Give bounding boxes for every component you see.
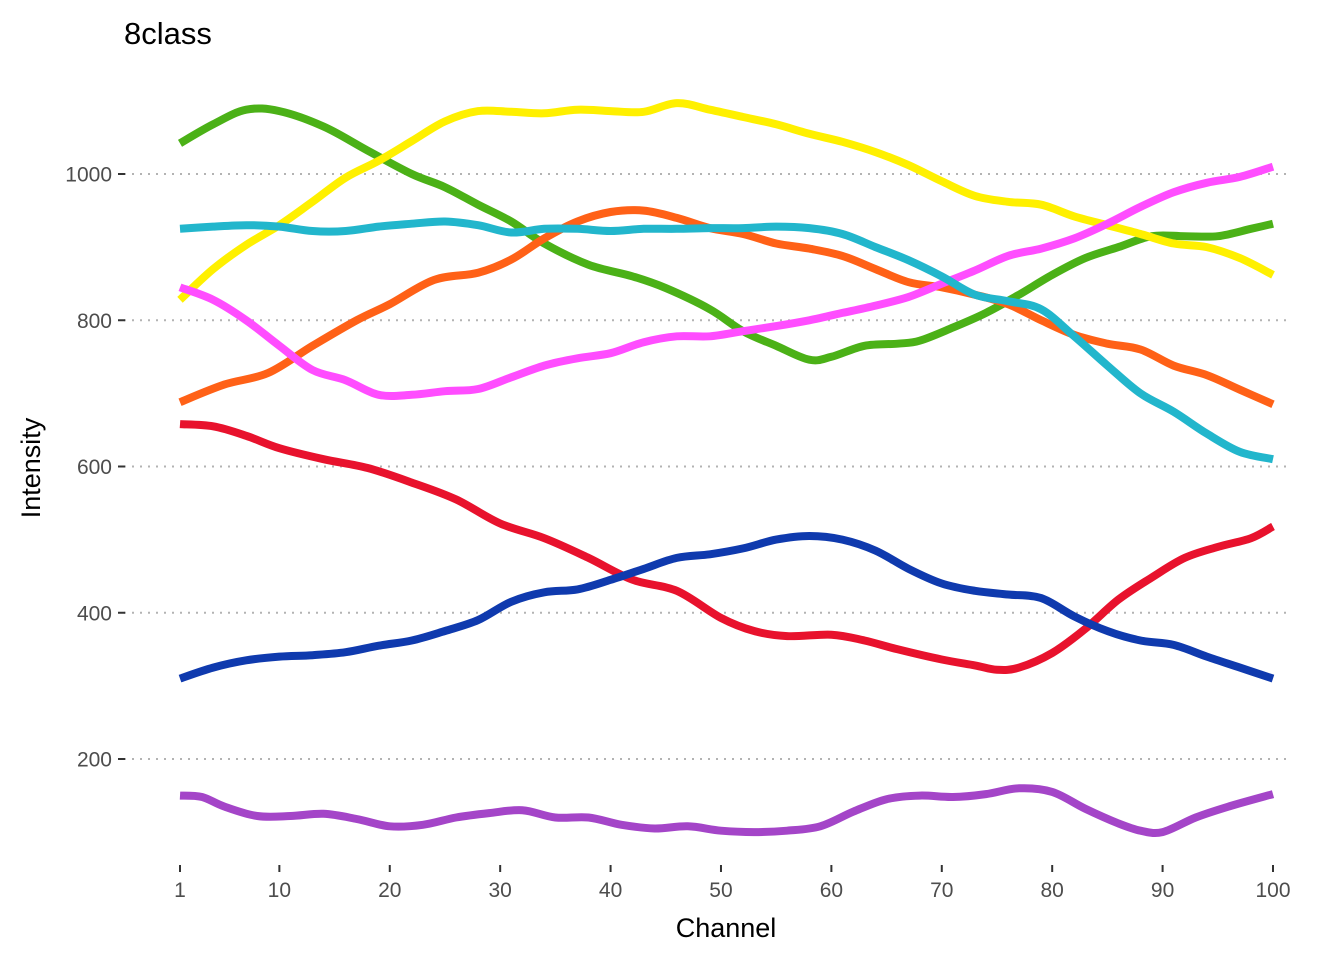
x-tick-label-5: 50 — [709, 879, 732, 902]
chart-title: 8class — [124, 16, 212, 51]
x-tick-label-1: 10 — [268, 879, 291, 902]
series-line-6 — [179, 420, 1275, 675]
x-tick-label-6: 60 — [820, 879, 843, 902]
series-line-8 — [179, 784, 1275, 838]
y-axis-label: Intensity — [16, 417, 46, 518]
x-tick-label-9: 90 — [1151, 879, 1174, 902]
y-tick-label-2: 600 — [77, 456, 112, 479]
gridlines — [124, 173, 1290, 760]
x-tick-label-0: 1 — [174, 879, 186, 902]
y-tick-label-1: 400 — [77, 602, 112, 625]
y-tick-label-4: 1000 — [65, 164, 112, 187]
y-tick-label-0: 200 — [77, 749, 112, 772]
x-tick-label-4: 40 — [599, 879, 622, 902]
x-axis-ticks: 1 10 20 30 40 50 60 70 80 90 100 — [174, 865, 1291, 902]
series-lines — [177, 99, 1275, 838]
series-line-2 — [177, 99, 1275, 303]
series-line-5 — [179, 217, 1274, 464]
series-line-7 — [178, 532, 1275, 683]
x-tick-label-7: 70 — [930, 879, 953, 902]
x-tick-label-8: 80 — [1041, 879, 1064, 902]
series-line-3 — [178, 206, 1275, 408]
y-tick-label-3: 800 — [77, 310, 112, 333]
x-tick-label-10: 100 — [1255, 879, 1290, 902]
x-tick-label-2: 20 — [378, 879, 401, 902]
x-tick-label-3: 30 — [488, 879, 511, 902]
series-line-4 — [178, 162, 1275, 401]
x-axis-label: Channel — [676, 913, 777, 943]
y-axis-ticks: 200 400 600 800 1000 — [65, 164, 125, 772]
